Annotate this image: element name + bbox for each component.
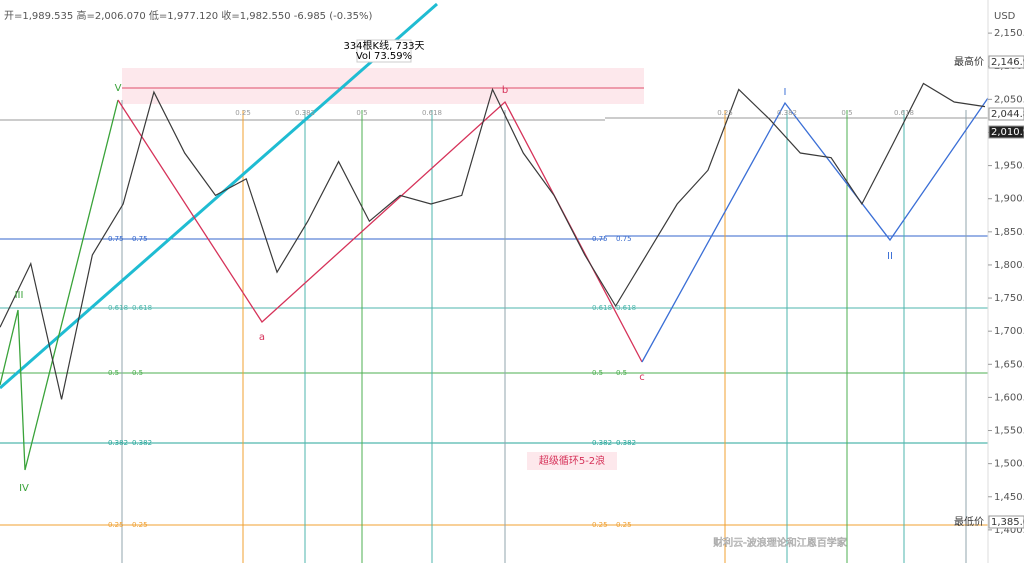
fib-label: 0.25 — [132, 521, 148, 529]
y-tick-label: 1,650.000 — [994, 359, 1024, 370]
fib-label: 0.25 — [108, 521, 124, 529]
fib-label: 0.75 — [132, 235, 148, 243]
ohlc: 开=1,989.535 高=2,006.070 低=1,977.120 收=1,… — [4, 9, 372, 22]
range-box — [122, 68, 644, 104]
wave-red — [117, 99, 643, 363]
y-tick-label: 2,150.000 — [994, 28, 1024, 39]
wave-green — [0, 99, 119, 471]
fib-label: 0.382 — [777, 109, 797, 117]
fib-label: 0.618 — [132, 304, 152, 312]
y-tick-label: 1,850.000 — [994, 227, 1024, 238]
trend-line — [0, 2, 438, 390]
wave-blue — [641, 97, 989, 363]
y-tick-label: 1,500.000 — [994, 459, 1024, 470]
y-tick-label: 1,950.000 — [994, 161, 1024, 172]
price-tag-box — [988, 515, 1024, 529]
price-tag-name: 最低价 — [954, 515, 984, 528]
tooltip — [356, 39, 412, 63]
y-tick-label: 1,400.000 — [994, 525, 1024, 536]
fib-label: 0.75 — [108, 235, 124, 243]
fib-label: 0.25 — [235, 109, 251, 117]
price-line — [0, 82, 986, 400]
price-tag: 1,385.070 — [991, 517, 1024, 528]
wave-label: II — [887, 251, 893, 262]
title-box — [527, 452, 617, 470]
fib-label: 0.5 — [356, 109, 367, 117]
wave-label: c — [639, 372, 645, 383]
y-tick-label: 1,750.000 — [994, 293, 1024, 304]
wave-label: I — [784, 87, 787, 98]
axis-bg — [988, 0, 1024, 563]
price-tag-box — [988, 107, 1024, 121]
fib-label: 0.75 — [592, 235, 608, 243]
y-tick-label: 1,900.000 — [994, 194, 1024, 205]
price-tag-box — [988, 55, 1024, 69]
wave-label: a — [259, 332, 265, 343]
fib-label: 0.75 — [616, 235, 632, 243]
price-tag: 2,044.890 — [991, 109, 1024, 120]
fib-label: 0.5 — [841, 109, 852, 117]
y-tick-label: 1,700.000 — [994, 326, 1024, 337]
fib-label: 0.382 — [616, 439, 636, 447]
y-tick-label: 1,550.000 — [994, 426, 1024, 437]
wave-label: IV — [19, 483, 29, 494]
fib-label: 0.382 — [592, 439, 612, 447]
fib-label: 0.618 — [616, 304, 636, 312]
fib-label: 0.618 — [894, 109, 914, 117]
fib-label: 0.382 — [295, 109, 315, 117]
price-tag-box — [988, 125, 1024, 139]
fib-label: 0.382 — [132, 439, 152, 447]
y-tick-label: 2,050.000 — [994, 94, 1024, 105]
fib-label: 0.618 — [592, 304, 612, 312]
fib-label: 0.5 — [132, 369, 143, 377]
wave-label: b — [502, 85, 508, 96]
fib-label: 0.25 — [717, 109, 733, 117]
price-tag: 2,010.982 — [991, 127, 1024, 138]
currency[interactable]: USD — [994, 11, 1016, 22]
tooltip-line: Vol 73.59% — [356, 51, 412, 62]
fib-label: 0.618 — [422, 109, 442, 117]
price-tag: 2,146.990 — [991, 57, 1024, 68]
fib-lines — [0, 100, 988, 563]
fib-label: 0.618 — [108, 304, 128, 312]
watermark: 财利云-波浪理论和江恩百学家 — [713, 536, 847, 549]
fib-label: 0.25 — [592, 521, 608, 529]
wave-label: V — [115, 83, 122, 94]
fib-label: 0.382 — [108, 439, 128, 447]
fib-label: 0.5 — [616, 369, 627, 377]
y-tick-label: 1,800.000 — [994, 260, 1024, 271]
y-tick-label: 1,600.000 — [994, 392, 1024, 403]
fib-label: 0.5 — [592, 369, 603, 377]
wave-label: III — [15, 290, 24, 301]
tooltip-line: 334根K线, 733天 — [343, 39, 424, 52]
price-tag-name: 最高价 — [954, 55, 984, 68]
y-tick-label: 1,450.000 — [994, 492, 1024, 503]
fib-label: 0.5 — [108, 369, 119, 377]
chart-title: 超级循环5-2浪 — [539, 454, 605, 467]
fib-label: 0.25 — [616, 521, 632, 529]
